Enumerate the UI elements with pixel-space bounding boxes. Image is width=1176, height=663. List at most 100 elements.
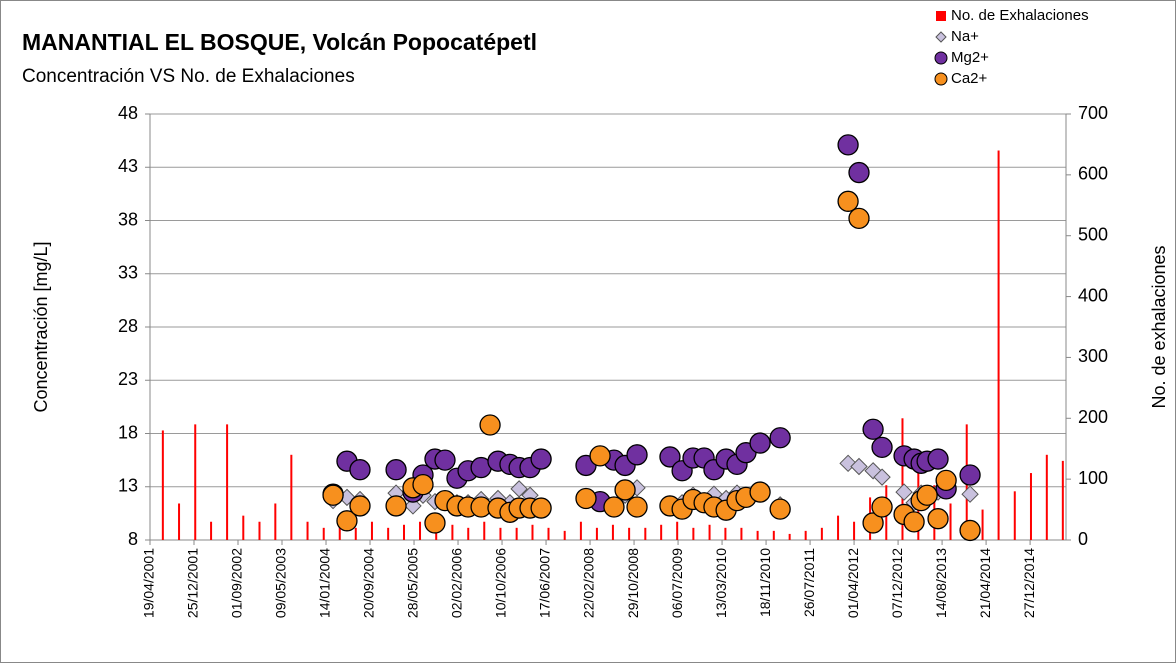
circle-marker [575,487,597,510]
exhalation-bar [467,527,470,540]
circle-marker [530,448,552,470]
circle-marker [530,497,552,519]
exhalation-bar [258,521,261,540]
exhalation-bar [788,533,791,540]
circle-marker [614,479,636,501]
circle-marker [927,508,949,530]
circle-marker [659,446,681,468]
circle-marker [589,445,611,467]
exhalation-bar [322,527,325,540]
x-tick-label: 07/12/2012 [889,548,905,618]
legend-label: No. de Exhalaciones [951,7,1089,24]
exhalation-bar [660,524,663,540]
exhalation-bar [997,150,1000,540]
legend-swatch [935,31,947,43]
exhalation-bar [499,527,502,540]
circle-marker [603,496,625,518]
exhalation-bar [611,524,614,540]
exhalation-bar [210,521,213,540]
exhalation-bar [949,503,952,540]
y-tick-label: 48 [118,103,138,123]
exhalation-bar [772,530,775,540]
exhalation-bar [740,527,743,540]
x-tick-label: 17/06/2007 [537,548,553,618]
exhalation-bar [1013,491,1016,540]
circle-marker [479,414,501,436]
exhalation-bar [644,527,647,540]
legend-label: Ca2+ [951,70,988,87]
circle-marker [626,496,648,518]
exhalation-bar [194,424,197,540]
diamond-marker [961,485,979,503]
circle-marker [959,464,981,486]
exhalation-bar [451,524,454,540]
circle-marker [769,427,791,449]
exhalation-bar [483,521,486,540]
exhalation-bar [306,521,309,540]
circle-marker [916,484,938,506]
y-tick-label: 33 [118,263,138,283]
x-tick-label: 25/12/2001 [185,548,201,618]
exhalation-bar [354,527,357,540]
exhalation-bar [547,527,550,540]
circle-marker [862,512,884,534]
exhalation-bar [531,524,534,540]
y2-tick-label: 600 [1078,164,1108,184]
circle-marker [749,481,771,503]
y-tick-label: 18 [118,422,138,442]
diamond-marker [850,457,868,476]
legend-swatch [934,51,948,65]
y-tick-label: 23 [118,369,138,389]
circle-marker [412,473,434,496]
exhalation-bar [804,530,807,540]
circle-marker [322,484,344,506]
y2-tick-label: 0 [1078,529,1088,549]
circle-marker [848,161,870,184]
x-tick-label: 28/05/2005 [405,548,421,618]
exhalation-bar [242,515,245,540]
exhalation-bar [1045,454,1048,540]
y2-tick-label: 200 [1078,407,1108,427]
x-tick-label: 14/01/2004 [317,548,333,618]
diamond-marker [873,468,891,486]
circle-marker [424,512,446,534]
circle-marker [349,459,371,481]
y-tick-label: 13 [118,476,138,496]
diamond-marker [864,462,882,480]
exhalation-bar [708,524,711,540]
y-tick-label: 8 [128,529,138,549]
exhalation-bar [901,418,904,540]
exhalation-bar [563,530,566,540]
circle-marker [862,418,884,440]
exhalation-bar [370,521,373,540]
x-tick-label: 29/10/2008 [625,548,641,618]
y-tick-label: 38 [118,209,138,229]
diamond-marker [510,480,528,498]
exhalation-bar [1029,473,1032,540]
circle-marker [903,511,925,533]
exhalation-bar [756,530,759,540]
exhalation-bar [419,521,422,540]
circle-marker [848,207,870,230]
exhalation-bar [676,521,679,540]
circle-marker [935,469,957,492]
exhalation-bar [1061,460,1064,540]
exhalation-bar [178,503,181,540]
y-tick-label: 28 [118,316,138,336]
x-tick-label: 19/04/2001 [141,548,157,618]
x-tick-label: 14/08/2013 [933,548,949,618]
circle-marker [837,134,859,156]
chart-title: MANANTIAL EL BOSQUE, Volcán Popocatépetl [22,29,537,55]
y-axis-label: Concentración [mg/L] [31,241,51,412]
legend-label: Mg2+ [951,49,989,66]
exhalation-bar [402,524,405,540]
exhalation-bar [724,527,727,540]
exhalation-bar [595,527,598,540]
x-tick-label: 20/09/2004 [361,548,377,618]
circle-marker [959,519,981,542]
y2-tick-label: 300 [1078,346,1108,366]
exhalation-bar [161,430,164,540]
exhalation-bar [515,527,518,540]
exhalation-bar [226,424,229,540]
